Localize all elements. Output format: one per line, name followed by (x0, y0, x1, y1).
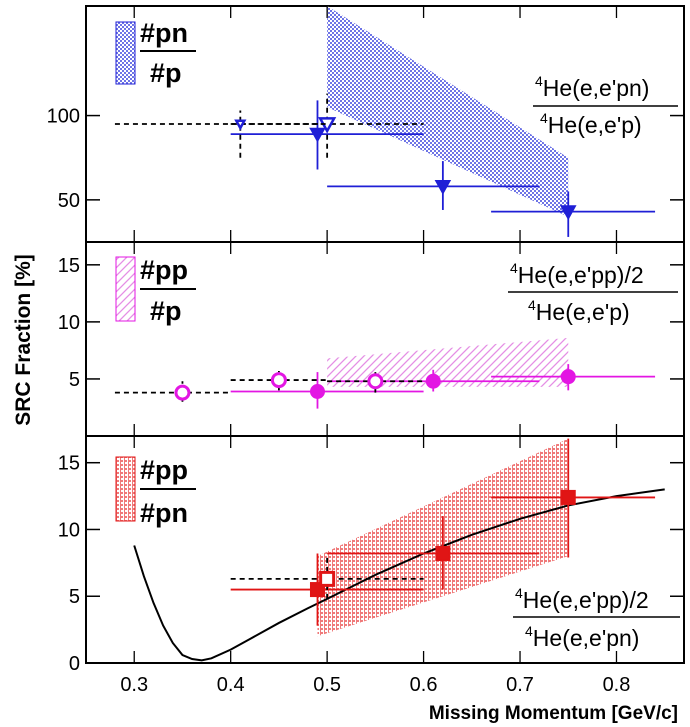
legend-top-denominator: #p (150, 58, 182, 88)
middle-y-tick-label: 5 (69, 369, 80, 391)
x-tick-label: 0.6 (410, 674, 438, 696)
top-data-point (491, 191, 656, 237)
bottom-y-tick-label: 15 (58, 453, 80, 475)
legend-bottom-denominator: #pn (140, 498, 188, 528)
middle-data-point (114, 381, 231, 402)
ratio-top-numerator: 4He(e,e'pn) (535, 73, 649, 101)
theory-curve (133, 488, 665, 662)
legend-middle-denominator: #p (150, 296, 182, 326)
middle-data-point (327, 369, 540, 392)
ratio-middle-numerator: 4He(e,e'pp)/2 (510, 260, 644, 288)
x-tick-label: 0.3 (120, 674, 148, 696)
top-uncertainty-band (327, 6, 569, 217)
x-tick-label: 0.5 (313, 674, 341, 696)
middle-data-point (327, 372, 424, 393)
y-axis-title: SRC Fraction [%] (12, 254, 35, 426)
axis-ticks: 50 100 5 10 15 0 5 10 15 0.3 0.4 0.5 0.6 0.7 0.8 (47, 6, 684, 696)
legend-swatch-pp (115, 256, 136, 322)
x-axis-title: Missing Momentum [GeV/c] (429, 703, 678, 724)
legend-middle-numerator: #pp (140, 255, 188, 285)
top-marker (234, 119, 247, 131)
x-tick-label: 0.8 (603, 674, 631, 696)
middle-y-tick-label: 10 (58, 312, 80, 334)
middle-marker (560, 369, 576, 385)
middle-y-tick-label: 15 (58, 255, 80, 277)
top-data-point (230, 100, 424, 170)
bottom-panel-frame (85, 435, 685, 664)
middle-marker (367, 373, 384, 390)
middle-marker (270, 372, 287, 389)
ratio-bottom-denominator: 4He(e,e'pn) (525, 623, 639, 651)
top-marker (309, 127, 326, 143)
x-tick-label: 0.7 (506, 674, 534, 696)
bottom-y-tick-label: 5 (69, 586, 80, 608)
top-data-point (230, 110, 328, 158)
top-marker (559, 205, 577, 221)
bottom-marker (435, 546, 451, 562)
middle-marker (174, 384, 191, 401)
bottom-marker (319, 570, 336, 587)
x-tick-label: 0.4 (217, 674, 245, 696)
middle-data-point (230, 372, 424, 409)
ratio-middle-denominator: 4He(e,e'p) (528, 297, 630, 325)
top-y-tick-label: 50 (58, 190, 80, 212)
middle-data-point (230, 370, 328, 391)
top-marker (434, 180, 452, 195)
middle-marker (425, 373, 441, 389)
data-points (114, 93, 656, 626)
middle-uncertainty-band (327, 337, 569, 387)
bottom-data-point (327, 516, 540, 590)
ratio-top-denominator: 4He(e,e'p) (540, 110, 642, 138)
bottom-marker (560, 489, 576, 505)
middle-data-point (491, 364, 656, 391)
legend-bottom-numerator: #pp (140, 455, 188, 485)
top-y-tick-label: 100 (47, 106, 80, 128)
legend-swatch-pn (115, 21, 136, 85)
bottom-y-tick-label: 10 (58, 519, 80, 541)
theory-curve-line (133, 488, 665, 662)
legend-top-numerator: #pn (140, 18, 188, 48)
bottom-y-tick-label: 0 (69, 653, 80, 675)
bottom-data-point (491, 438, 656, 558)
top-data-point (327, 161, 540, 210)
ratio-bottom-numerator: 4He(e,e'pp)/2 (515, 585, 649, 613)
bottom-data-point (230, 556, 424, 599)
legend-swatch-ppn (115, 456, 136, 522)
middle-marker (309, 383, 325, 399)
